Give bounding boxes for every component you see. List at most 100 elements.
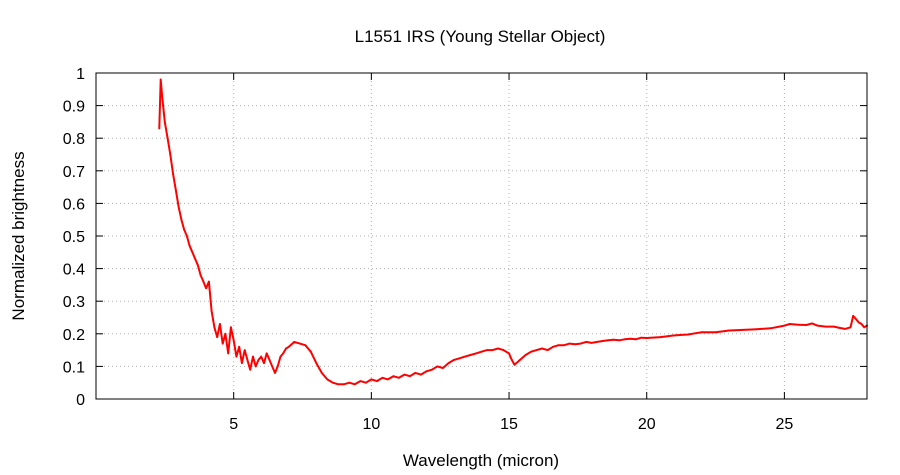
- data-point: [849, 326, 852, 329]
- data-point: [789, 323, 791, 325]
- data-point: [557, 344, 560, 347]
- data-point: [442, 367, 444, 369]
- data-point: [634, 338, 637, 341]
- data-point: [315, 362, 318, 364]
- data-point: [425, 370, 428, 373]
- data-point: [257, 359, 260, 361]
- y-tick-label: 0.7: [63, 164, 85, 181]
- data-point: [263, 362, 265, 364]
- data-point: [420, 373, 422, 376]
- data-point: [659, 336, 662, 338]
- data-point: [783, 324, 786, 327]
- data-point: [279, 355, 282, 358]
- data-point: [530, 350, 532, 353]
- data-point: [673, 334, 676, 337]
- data-point: [728, 329, 731, 332]
- data-point: [519, 359, 521, 361]
- data-point: [436, 365, 439, 368]
- y-tick-label: 0.9: [63, 99, 85, 116]
- data-point: [563, 344, 565, 347]
- data-point: [714, 331, 717, 334]
- x-tick-label: 20: [638, 416, 656, 433]
- data-point: [607, 339, 610, 342]
- data-point: [287, 345, 290, 348]
- data-point: [645, 337, 648, 339]
- data-point: [238, 345, 241, 348]
- data-point: [274, 372, 276, 374]
- series-layer: [158, 78, 868, 386]
- x-axis-label: Wavelength (micron): [403, 451, 559, 470]
- data-point: [159, 78, 162, 81]
- data-point: [353, 383, 356, 386]
- data-point: [183, 228, 186, 231]
- data-point: [629, 337, 632, 340]
- data-point: [205, 287, 208, 290]
- data-point: [497, 347, 499, 350]
- data-point: [161, 94, 164, 97]
- data-point: [480, 350, 483, 353]
- data-point: [398, 376, 400, 379]
- data-point: [246, 359, 249, 361]
- data-point: [268, 359, 271, 361]
- data-point: [293, 341, 296, 343]
- data-point: [700, 331, 703, 334]
- data-point: [640, 336, 643, 339]
- data-point: [546, 349, 549, 351]
- grid-layer: [96, 73, 867, 399]
- data-point: [838, 327, 841, 329]
- y-tick-label: 1: [76, 66, 85, 83]
- data-point: [285, 347, 287, 350]
- data-point: [612, 338, 615, 341]
- data-point: [797, 323, 800, 326]
- data-point: [403, 373, 406, 376]
- data-point: [177, 205, 180, 208]
- data-point: [508, 352, 510, 355]
- data-point: [458, 357, 461, 360]
- data-point: [282, 352, 285, 355]
- data-point: [860, 323, 863, 325]
- data-point: [579, 342, 582, 345]
- data-point: [216, 336, 219, 338]
- data-point: [863, 326, 866, 329]
- y-axis-label: Normalized brightness: [9, 151, 28, 320]
- data-point: [844, 328, 846, 330]
- data-point: [568, 342, 571, 345]
- plot-frame: [95, 72, 868, 400]
- data-point: [596, 341, 599, 343]
- x-tick-label: 10: [362, 416, 380, 433]
- data-point: [342, 383, 345, 386]
- data-point: [230, 326, 232, 329]
- data-point: [219, 323, 221, 325]
- data-point: [370, 378, 373, 381]
- data-point: [381, 376, 384, 379]
- data-point: [221, 342, 224, 345]
- data-point: [243, 349, 246, 351]
- data-point: [469, 354, 472, 356]
- data-point: [260, 355, 263, 358]
- data-point: [769, 327, 772, 330]
- data-point: [585, 341, 587, 343]
- data-point: [552, 345, 554, 348]
- data-point: [158, 127, 161, 130]
- chart-title: L1551 IRS (Young Stellar Object): [355, 27, 606, 46]
- data-point: [535, 349, 538, 351]
- data-point: [213, 326, 216, 329]
- x-tick-label: 15: [500, 416, 518, 433]
- y-tick-label: 0.6: [63, 196, 85, 213]
- data-point: [824, 325, 827, 328]
- data-point: [414, 372, 417, 374]
- data-point: [392, 375, 395, 378]
- data-point: [202, 280, 205, 283]
- x-tick-label: 5: [229, 416, 238, 433]
- data-point: [816, 324, 819, 327]
- data-point: [431, 368, 433, 371]
- data-point: [163, 121, 166, 123]
- data-point: [574, 343, 576, 346]
- y-tick-label: 0.8: [63, 131, 85, 148]
- tick-layer: 00.10.20.30.40.50.60.70.80.915 10 15 20 25: [63, 66, 867, 433]
- data-point: [359, 380, 362, 382]
- data-point: [601, 340, 604, 342]
- data-point: [210, 310, 213, 312]
